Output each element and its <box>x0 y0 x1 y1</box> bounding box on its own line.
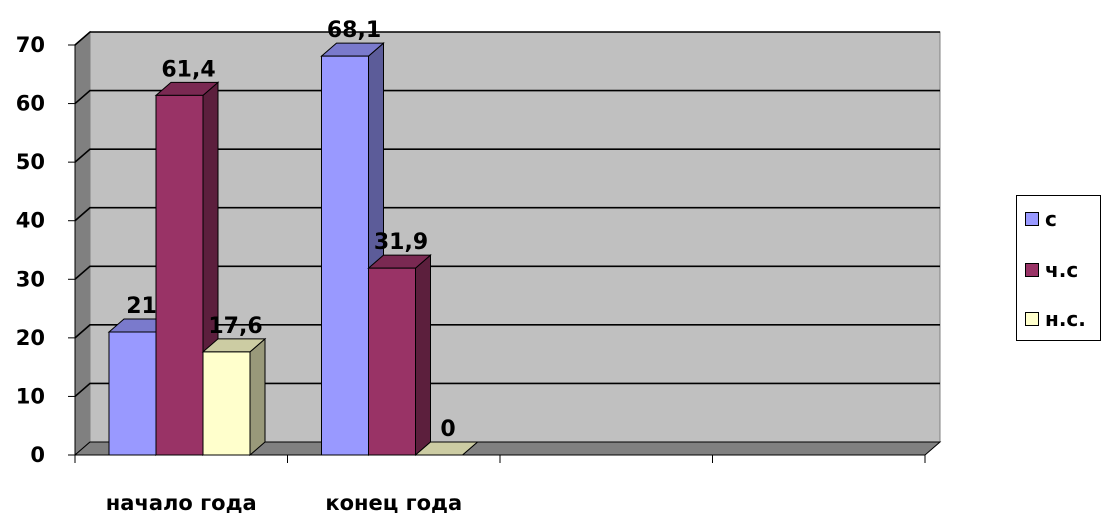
chart-walls <box>73 30 942 457</box>
data-label: 0 <box>440 417 455 442</box>
data-label: 21 <box>126 294 157 319</box>
bar <box>414 441 479 456</box>
bar-side <box>415 254 431 457</box>
x-axis-tick-labels: начало года конец года <box>106 491 462 515</box>
legend-item-s: с <box>1025 207 1057 231</box>
bar-front <box>368 267 416 456</box>
gridline <box>74 206 940 222</box>
legend-item-ns: н.с. <box>1025 307 1086 331</box>
legend-item-chs: ч.с <box>1025 258 1079 282</box>
legend-swatch-ns <box>1025 312 1039 326</box>
bar <box>201 337 267 457</box>
y-tick-label: 0 <box>30 443 45 467</box>
gridlines <box>74 31 940 398</box>
legend-label-chs: ч.с <box>1045 258 1079 282</box>
x-tick-label: конец года <box>325 491 462 515</box>
y-tick-label: 60 <box>16 92 45 116</box>
bar <box>367 254 432 457</box>
data-labels: 21 68,1 61,4 31,9 17,6 0 <box>126 18 455 442</box>
legend-swatch-s <box>1025 212 1039 226</box>
x-tick-label: начало года <box>106 491 257 515</box>
bars <box>107 42 479 457</box>
legend-label-ns: н.с. <box>1045 307 1086 331</box>
y-tick-label: 20 <box>16 326 45 350</box>
data-label: 68,1 <box>327 18 381 43</box>
y-tick-label: 10 <box>16 384 45 408</box>
y-tick-label: 40 <box>16 209 45 233</box>
y-tick-label: 50 <box>16 150 45 174</box>
y-tick-label: 70 <box>16 33 45 57</box>
legend: с ч.с н.с. <box>1016 195 1101 341</box>
data-label: 61,4 <box>161 57 215 82</box>
bar-front <box>155 94 204 456</box>
bar-front <box>321 55 369 456</box>
data-label: 31,9 <box>374 230 428 255</box>
gridline <box>74 382 940 398</box>
y-tick-label: 30 <box>16 267 45 291</box>
bar-top <box>414 441 479 456</box>
bar-front <box>108 331 157 456</box>
bar-front <box>202 351 251 456</box>
gridline <box>74 89 940 105</box>
bar-side <box>249 337 266 457</box>
y-axis-tick-labels: 0 10 20 30 40 50 60 70 <box>16 33 45 467</box>
legend-swatch-chs <box>1025 263 1039 277</box>
gridline <box>74 148 940 163</box>
data-label: 17,6 <box>208 314 262 339</box>
gridline <box>74 324 940 339</box>
gridline <box>74 31 940 46</box>
legend-label-s: с <box>1045 207 1057 231</box>
gridline <box>74 265 940 280</box>
side-wall <box>74 30 91 457</box>
